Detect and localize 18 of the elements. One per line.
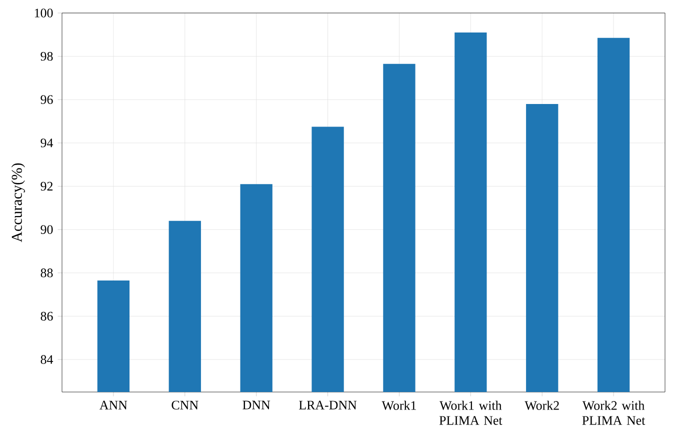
y-tick-label: 86 <box>40 312 53 321</box>
y-tick-label: 90 <box>40 225 53 234</box>
x-tick-label: Work1 with PLIMA Net <box>439 400 502 425</box>
x-tick-label: CNN <box>172 400 198 410</box>
x-tick-label: ANN <box>100 400 128 410</box>
y-tick-label: 92 <box>40 182 53 191</box>
x-tick-label: DNN <box>242 400 270 410</box>
y-tick-label: 88 <box>40 268 53 278</box>
x-tick-label: LRA-DNN <box>299 400 357 410</box>
x-tick-label: Work1 <box>382 400 416 410</box>
y-tick-label: 100 <box>34 8 53 18</box>
y-tick-label: 94 <box>40 138 54 148</box>
y-axis-title: Accuracy(%) <box>11 163 25 242</box>
x-tick-label: Work2 <box>524 400 559 410</box>
y-tick-label: 98 <box>40 52 53 61</box>
y-tick-label: 84 <box>40 355 54 364</box>
y-tick-label: 96 <box>40 95 53 104</box>
x-tick-label: Work2 with PLIMA Net <box>582 400 646 425</box>
